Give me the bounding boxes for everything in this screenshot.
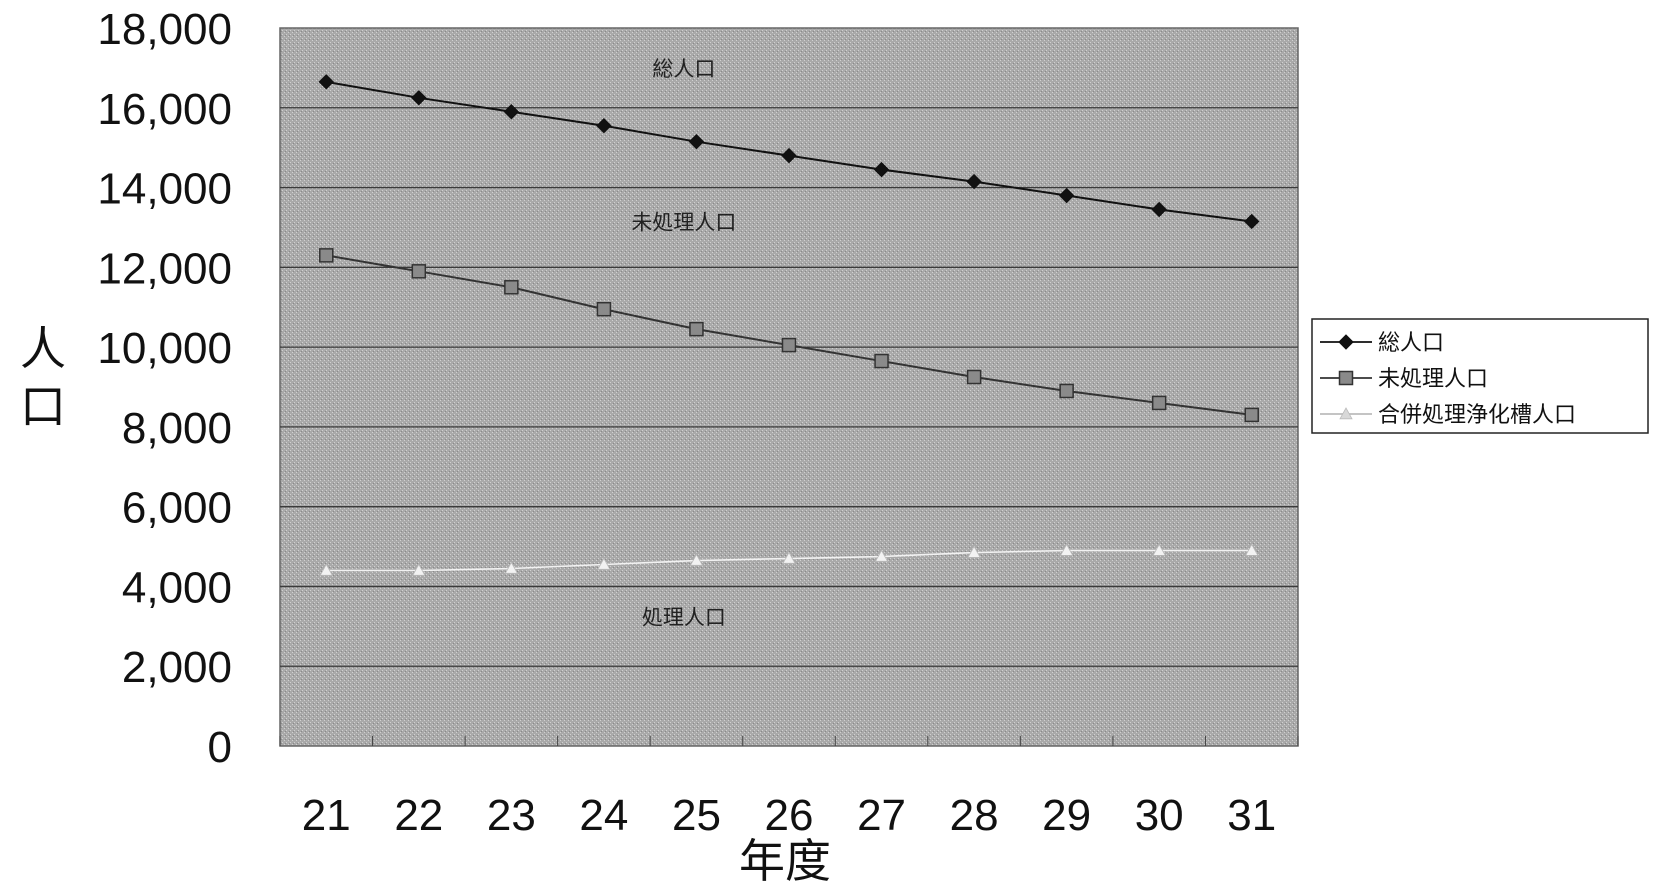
data-point (689, 321, 704, 337)
data-point (781, 147, 797, 164)
x-tick-label: 29 (1042, 791, 1091, 840)
y-axis-title: 人口 (13, 324, 67, 440)
data-point (1244, 407, 1259, 423)
data-point (411, 90, 427, 106)
x-axis-title: 年度 (739, 834, 831, 888)
data-point (873, 161, 890, 178)
y-tick-label: 0 (208, 723, 232, 772)
data-point (967, 545, 981, 558)
legend-label: 合併処理浄化槽人口 (1378, 403, 1576, 428)
y-tick-label: 12,000 (97, 244, 232, 293)
data-point (504, 561, 519, 574)
y-tick-label: 6,000 (122, 484, 232, 533)
legend-marker (1338, 370, 1354, 386)
data-point (1152, 543, 1166, 556)
y-tick-label: 16,000 (97, 85, 232, 134)
legend-marker (1339, 407, 1353, 420)
annotation-label: 処理人口 (642, 605, 726, 629)
legend-marker (1338, 334, 1354, 350)
data-point (596, 118, 612, 134)
data-point (688, 133, 705, 150)
x-axis-ticks (279, 736, 1299, 746)
data-point (1059, 383, 1074, 399)
x-tick-labels: 21 22 23 24 25 26 27 28 29 30 31 (302, 791, 1276, 840)
data-point (782, 551, 796, 564)
data-point (319, 248, 334, 263)
legend-box (1311, 318, 1649, 434)
y-tick-label: 14,000 (97, 165, 232, 214)
data-point (1244, 213, 1260, 230)
y-tick-label: 4,000 (122, 563, 232, 612)
data-point (1245, 543, 1259, 556)
series-markers (318, 74, 1260, 576)
data-point (689, 553, 704, 566)
data-point (319, 563, 333, 576)
data-point (781, 337, 797, 353)
x-tick-label: 26 (765, 791, 814, 840)
data-point (411, 264, 427, 279)
data-point (318, 74, 334, 90)
annotation-label: 総人口 (652, 57, 715, 81)
legend-label: 総人口 (1378, 331, 1444, 356)
data-point (1151, 201, 1167, 218)
data-point (1059, 543, 1074, 556)
data-point (874, 353, 889, 369)
x-tick-label: 24 (579, 791, 628, 840)
data-point (966, 369, 982, 385)
x-tick-label: 31 (1227, 791, 1276, 840)
data-point (874, 549, 889, 562)
y-tick-label: 10,000 (97, 324, 232, 373)
x-tick-label: 30 (1135, 791, 1184, 840)
annotation-label: 未処理人口 (631, 210, 736, 234)
plot-area (279, 27, 1299, 747)
legend-label: 未処理人口 (1378, 367, 1488, 392)
data-point (966, 173, 982, 190)
y-tick-label: 18,000 (97, 5, 232, 54)
x-tick-label: 23 (487, 791, 536, 840)
x-tick-label: 21 (302, 791, 351, 840)
x-tick-label: 25 (672, 791, 721, 840)
data-point (1151, 395, 1167, 411)
x-tick-label: 28 (950, 791, 999, 840)
data-point (1058, 187, 1075, 204)
data-point (504, 280, 519, 295)
data-point (503, 104, 520, 120)
y-tick-label: 8,000 (122, 404, 232, 453)
data-point (596, 301, 612, 317)
y-tick-labels: 0 2,000 4,000 6,000 8,000 10,000 12,000 14,000 1… (97, 5, 232, 772)
y-tick-label: 2,000 (122, 643, 232, 692)
data-point (412, 563, 426, 576)
data-point (597, 557, 611, 570)
x-tick-label: 22 (394, 791, 443, 840)
x-tick-label: 27 (857, 791, 906, 840)
